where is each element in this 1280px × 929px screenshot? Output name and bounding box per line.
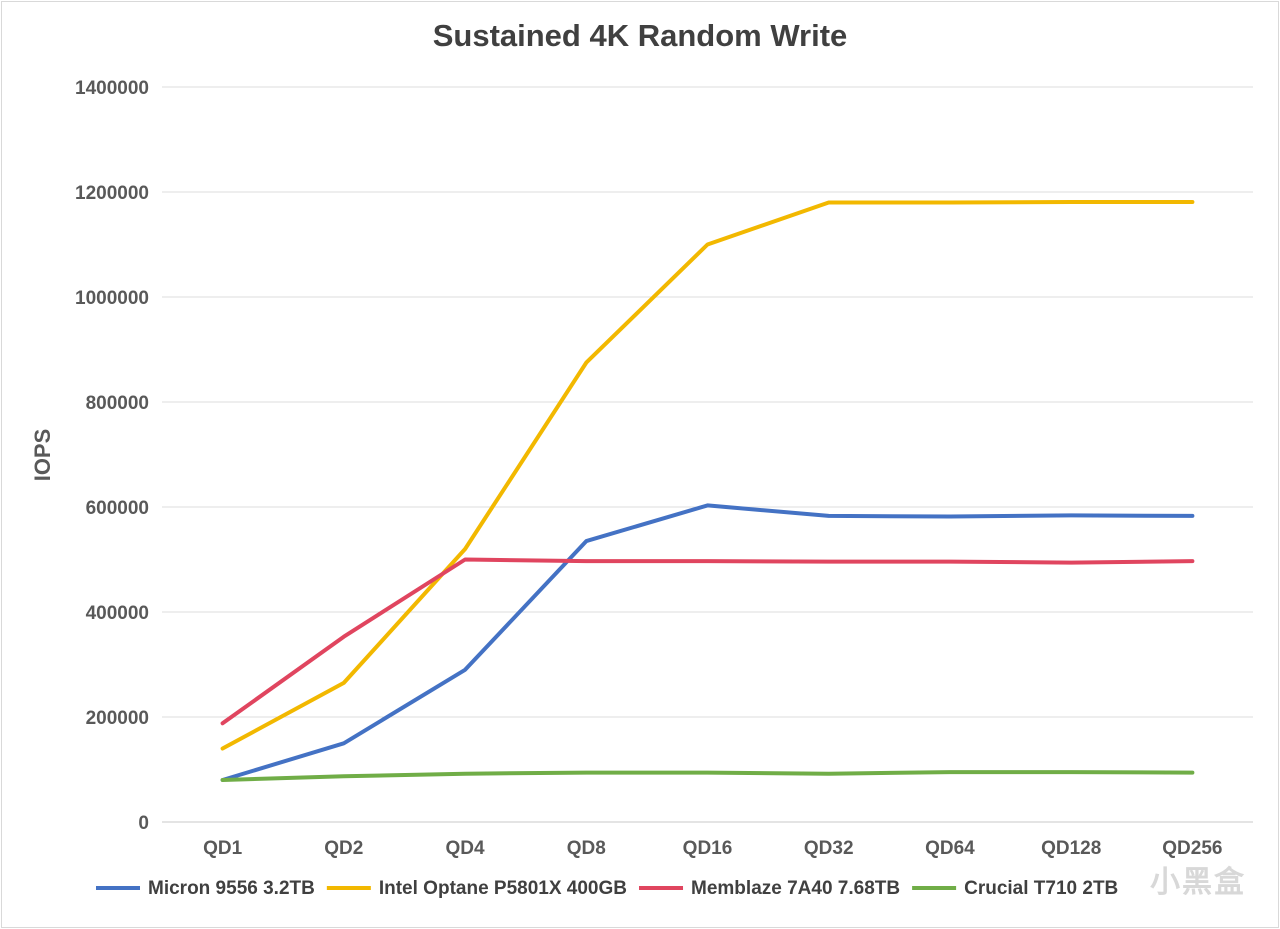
y-tick-label: 1200000 [75,183,149,204]
x-tick-label: QD128 [1041,838,1101,859]
x-tick-label: QD4 [446,838,486,859]
y-tick-label: 400000 [86,603,149,624]
y-tick-label: 200000 [86,708,149,729]
legend-label: Micron 9556 3.2TB [148,878,315,899]
x-tick-label: QD256 [1162,838,1222,859]
y-axis-label: IOPS [30,429,55,482]
series-line [220,503,1195,782]
x-tick-label: QD1 [203,838,243,859]
x-tick-label: QD32 [804,838,854,859]
series-line [220,557,1195,726]
series-line [220,200,1195,751]
y-tick-label: 600000 [86,498,149,519]
chart-title: Sustained 4K Random Write [433,18,848,53]
legend-label: Intel Optane P5801X 400GB [379,878,627,899]
y-tick-label: 800000 [86,393,149,414]
watermark-logo: 小黑盒 [1150,865,1246,900]
y-tick-label: 1400000 [75,78,149,99]
x-tick-label: QD8 [567,838,606,859]
y-tick-label: 0 [138,813,149,834]
legend-label: Memblaze 7A40 7.68TB [691,878,900,899]
series-line [220,770,1195,782]
legend-label: Crucial T710 2TB [964,878,1118,899]
x-tick-label: QD16 [683,838,733,859]
y-tick-label: 1000000 [75,288,149,309]
x-tick-label: QD2 [324,838,363,859]
x-tick-label: QD64 [925,838,975,859]
